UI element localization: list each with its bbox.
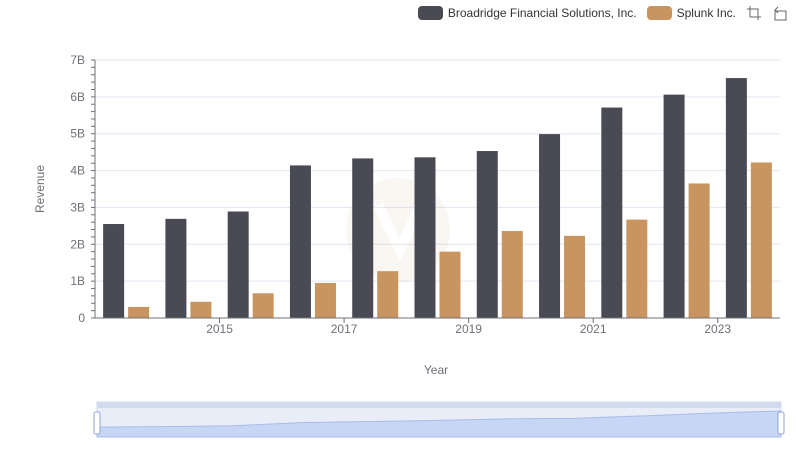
bar-broadridge-2015[interactable] — [165, 218, 187, 318]
data-zoom-slider[interactable] — [93, 401, 785, 438]
bar-broadridge-2024[interactable] — [725, 78, 747, 318]
x-tick-label: 2019 — [455, 322, 482, 336]
x-axis: 2015 2017 2019 2021 2023 — [95, 317, 780, 336]
y-tick-label: 6B — [70, 90, 85, 104]
bar-broadridge-2021[interactable] — [539, 134, 561, 318]
x-axis-title: Year — [424, 363, 448, 377]
bar-splunk-2015[interactable] — [190, 301, 212, 318]
legend-label-splunk: Splunk Inc. — [676, 6, 736, 20]
data-zoom-left-handle[interactable] — [93, 411, 101, 435]
x-tick-label: 2021 — [580, 322, 607, 336]
data-zoom-right-handle[interactable] — [777, 411, 785, 435]
data-zoom-move-handle[interactable] — [97, 402, 781, 408]
bar-splunk-2017[interactable] — [314, 282, 336, 318]
y-tick-label: 4B — [70, 164, 85, 178]
bar-splunk-2018[interactable] — [377, 271, 399, 318]
bar-splunk-2014[interactable] — [128, 306, 150, 318]
legend-swatch-broadridge — [417, 6, 443, 20]
bar-broadridge-2019[interactable] — [414, 157, 436, 318]
legend-swatch-splunk — [646, 6, 672, 20]
bar-splunk-2022[interactable] — [626, 219, 648, 318]
y-tick-label: 3B — [70, 200, 85, 214]
legend: Broadridge Financial Solutions, Inc. Spl… — [417, 5, 788, 21]
bar-broadridge-2018[interactable] — [352, 158, 374, 318]
x-tick-label: 2015 — [206, 322, 233, 336]
bar-broadridge-2014[interactable] — [103, 224, 125, 318]
bar-splunk-2019[interactable] — [439, 251, 461, 318]
bar-broadridge-2020[interactable] — [476, 151, 498, 318]
bar-broadridge-2017[interactable] — [289, 165, 311, 318]
legend-item-broadridge[interactable]: Broadridge Financial Solutions, Inc. — [417, 6, 637, 20]
bar-splunk-2016[interactable] — [252, 293, 274, 318]
x-tick-label: 2023 — [704, 322, 731, 336]
y-tick-label: 0 — [78, 311, 85, 325]
restore-icon[interactable] — [772, 5, 788, 21]
zoom-select-icon[interactable] — [746, 5, 762, 21]
y-axis: 0 1B 2B 3B 4B 5B 6B 7B — [70, 53, 96, 325]
x-tick-label: 2017 — [331, 322, 358, 336]
bar-splunk-2024[interactable] — [750, 162, 772, 318]
y-tick-label: 7B — [70, 53, 85, 67]
legend-item-splunk[interactable]: Splunk Inc. — [646, 6, 736, 20]
y-axis-title: Revenue — [33, 165, 47, 213]
bar-broadridge-2023[interactable] — [663, 94, 685, 318]
legend-label-broadridge: Broadridge Financial Solutions, Inc. — [447, 6, 637, 20]
bar-broadridge-2016[interactable] — [227, 211, 249, 318]
bar-splunk-2021[interactable] — [564, 235, 586, 318]
bar-splunk-2023[interactable] — [688, 183, 710, 318]
bar-broadridge-2022[interactable] — [601, 107, 623, 318]
y-tick-label: 2B — [70, 237, 85, 251]
bars — [103, 78, 772, 318]
bar-splunk-2020[interactable] — [501, 231, 523, 318]
y-tick-label: 1B — [70, 274, 85, 288]
y-tick-label: 5B — [70, 127, 85, 141]
